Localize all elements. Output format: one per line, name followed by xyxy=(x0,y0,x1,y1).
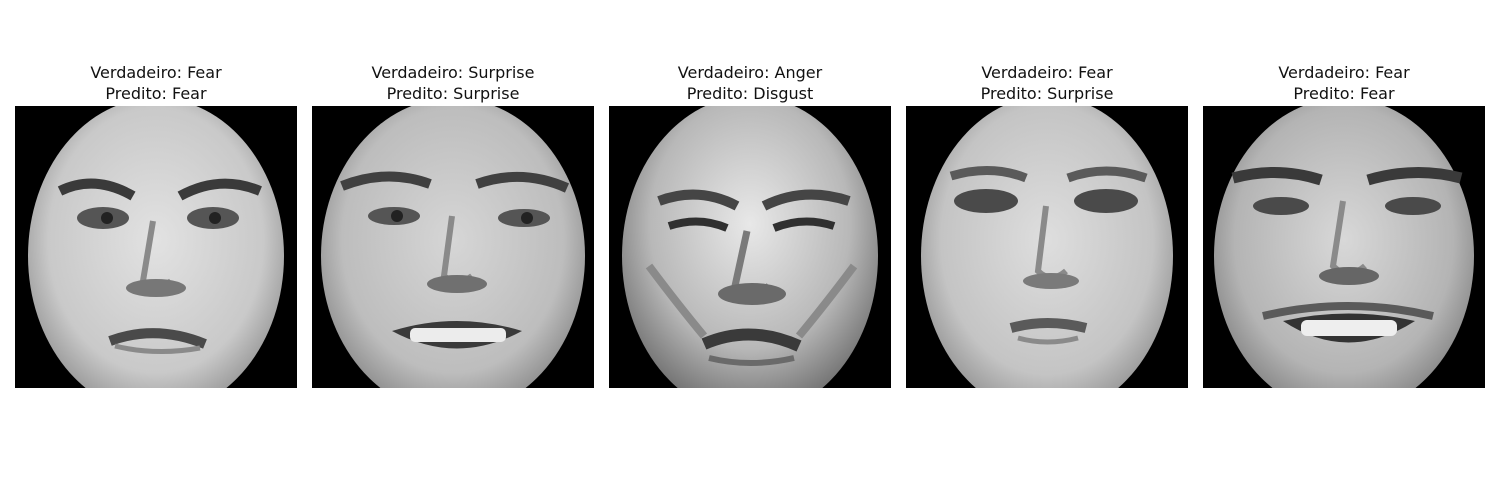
true-label: Verdadeiro: Fear xyxy=(981,63,1113,82)
face-panel-2: Verdadeiro: Surprise Predito: Surprise xyxy=(312,62,594,388)
face-image xyxy=(1203,106,1485,388)
true-label: Verdadeiro: Anger xyxy=(677,63,823,82)
predicted-label: Predito: Disgust xyxy=(686,84,814,103)
face-panel-4: Verdadeiro: Fear Predito: Surprise xyxy=(906,62,1188,388)
face-image xyxy=(906,106,1188,388)
panel-title: Verdadeiro: Fear Predito: Fear xyxy=(15,62,297,106)
true-label: Verdadeiro: Fear xyxy=(1278,63,1410,82)
predicted-label: Predito: Surprise xyxy=(980,84,1114,103)
panel-title: Verdadeiro: Fear Predito: Surprise xyxy=(906,62,1188,106)
panel-title: Verdadeiro: Fear Predito: Fear xyxy=(1203,62,1485,106)
face-image xyxy=(15,106,297,388)
true-label: Verdadeiro: Surprise xyxy=(371,63,535,82)
face-image xyxy=(312,106,594,388)
face-panel-5: Verdadeiro: Fear Predito: Fear xyxy=(1203,62,1485,388)
predicted-label: Predito: Surprise xyxy=(386,84,520,103)
face-panel-3: Verdadeiro: Anger Predito: Disgust xyxy=(609,62,891,388)
predicted-label: Predito: Fear xyxy=(1293,84,1395,103)
face-panel-1: Verdadeiro: Fear Predito: Fear xyxy=(15,62,297,388)
panel-title: Verdadeiro: Surprise Predito: Surprise xyxy=(312,62,594,106)
face-image xyxy=(609,106,891,388)
predicted-label: Predito: Fear xyxy=(105,84,207,103)
panel-title: Verdadeiro: Anger Predito: Disgust xyxy=(609,62,891,106)
true-label: Verdadeiro: Fear xyxy=(90,63,222,82)
